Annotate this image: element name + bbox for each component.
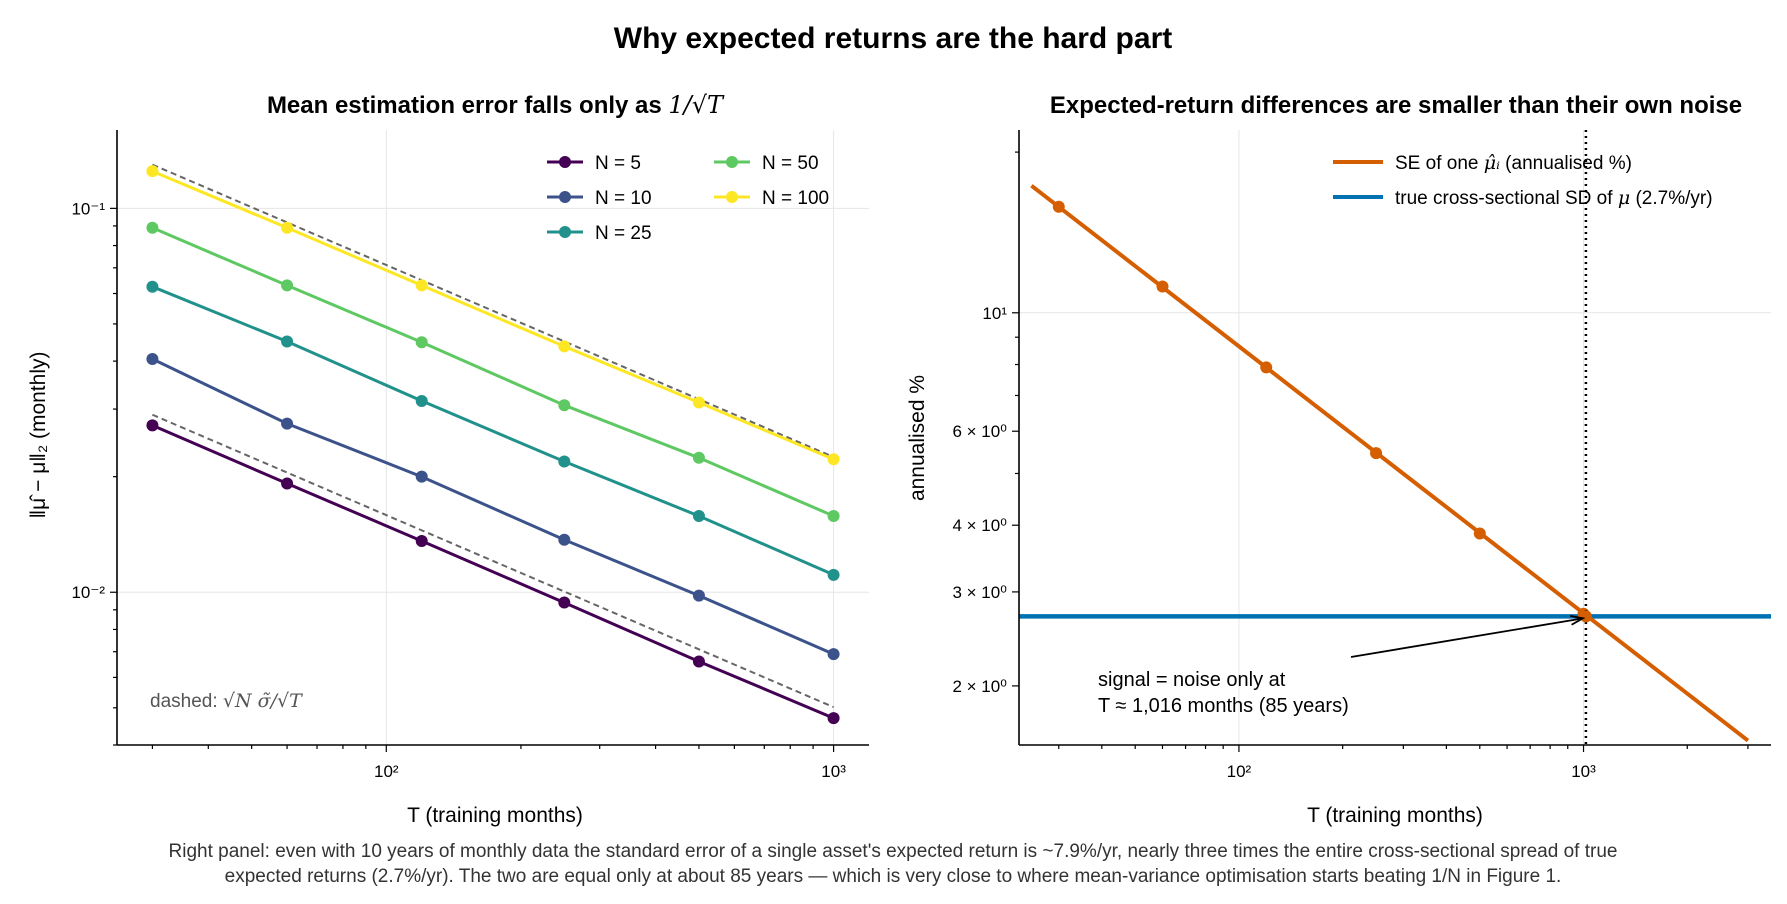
data-point [281, 279, 294, 292]
y-tick-label: 10¹ [982, 304, 1007, 323]
data-point [146, 280, 159, 293]
y-tick-label: 2 × 10⁰ [952, 677, 1007, 696]
legend-marker [559, 191, 571, 203]
data-point [415, 336, 428, 349]
left-y-axis-label: ‖μ̂ − μ‖₂ (monthly) [27, 352, 50, 519]
left-panel-title: Mean estimation error falls only as 1/√T [267, 91, 725, 119]
right-tick-labels: 10² 10³ 2 × 10⁰ 3 × 10⁰ 4 × 10⁰ 6 × 10⁰ 10¹ [952, 304, 1596, 781]
data-point [827, 712, 840, 725]
y-tick-label: 10⁻¹ [71, 199, 105, 218]
left-axes [110, 130, 869, 752]
data-point [146, 165, 159, 178]
data-point [415, 534, 428, 547]
right-y-axis-label: annualised % [906, 375, 929, 501]
data-point [146, 353, 159, 366]
data-point [692, 509, 705, 522]
x-tick-label: 10³ [821, 762, 846, 781]
right-panel: Expected-return differences are smaller … [906, 92, 1771, 827]
data-point [415, 470, 428, 483]
data-point [146, 221, 159, 234]
figure-title: Why expected returns are the hard part [614, 22, 1173, 55]
se-data-point [1052, 200, 1065, 213]
annotation-arrow-head [1569, 615, 1586, 626]
reference-dashed-line [152, 163, 834, 458]
left-series [146, 165, 840, 725]
left-dashed-note: dashed: √N σ̃/√T [150, 690, 303, 712]
data-point [692, 396, 705, 409]
legend-marker [726, 156, 738, 168]
series-line [151, 285, 835, 577]
se-data-point [1156, 280, 1169, 293]
legend-marker [559, 156, 571, 168]
data-point [827, 453, 840, 466]
x-tick-label: 10³ [1571, 762, 1596, 781]
data-point [692, 589, 705, 602]
x-tick-label: 10² [374, 762, 399, 781]
se-data-point [1370, 447, 1383, 460]
data-point [281, 477, 294, 490]
data-point [415, 394, 428, 407]
legend-label: N = 10 [595, 188, 652, 209]
right-axes [1012, 130, 1771, 752]
left-reference-lines [152, 163, 834, 709]
data-point [281, 417, 294, 430]
y-tick-label: 6 × 10⁰ [952, 422, 1007, 441]
right-x-axis-label: T (training months) [1307, 804, 1483, 827]
left-panel: Mean estimation error falls only as 1/√T… [27, 91, 869, 827]
data-point [558, 340, 571, 353]
right-panel-title: Expected-return differences are smaller … [1050, 92, 1742, 119]
legend-marker [726, 191, 738, 203]
left-legend: N = 5 N = 10 N = 25 N = 50 N = 100 [547, 153, 829, 244]
x-tick-label: 10² [1227, 762, 1252, 781]
data-point [827, 648, 840, 661]
data-point [692, 655, 705, 668]
se-data-point [1260, 361, 1273, 374]
data-point [281, 335, 294, 348]
data-point [558, 399, 571, 412]
data-point [281, 221, 294, 234]
series-line [151, 424, 835, 720]
data-point [558, 533, 571, 546]
legend-label: N = 50 [762, 153, 819, 174]
legend-label: N = 100 [762, 188, 829, 209]
series-line [151, 226, 835, 518]
data-point [827, 509, 840, 522]
data-point [827, 568, 840, 581]
reference-dashed-line [152, 413, 834, 709]
data-point [692, 451, 705, 464]
intersection-point [1579, 610, 1592, 623]
left-x-axis-label: T (training months) [407, 804, 583, 827]
series-line [151, 357, 835, 656]
y-tick-label: 10⁻² [71, 583, 105, 602]
legend-label: true cross-sectional SD of μ (2.7%/yr) [1395, 187, 1713, 209]
right-annotation-line1: signal = noise only at [1098, 669, 1286, 691]
left-tick-labels: 10² 10³ 10⁻² 10⁻¹ [71, 199, 846, 781]
legend-marker [559, 226, 571, 238]
right-annotation-line2: T ≈ 1,016 months (85 years) [1098, 695, 1349, 717]
legend-label: SE of one μ̂ᵢ (annualised %) [1395, 152, 1632, 174]
y-tick-label: 4 × 10⁰ [952, 516, 1007, 535]
left-grid [117, 130, 869, 745]
caption-line-2: expected returns (2.7%/yr). The two are … [225, 866, 1562, 887]
right-legend: SE of one μ̂ᵢ (annualised %) true cross-s… [1333, 152, 1713, 209]
y-tick-label: 3 × 10⁰ [952, 583, 1007, 602]
right-grid [1019, 130, 1771, 745]
data-point [558, 455, 571, 468]
data-point [146, 419, 159, 432]
data-point [415, 279, 428, 292]
data-point [558, 596, 571, 609]
caption-line-1: Right panel: even with 10 years of month… [169, 841, 1618, 862]
se-line [1030, 184, 1750, 743]
right-series [1019, 130, 1771, 745]
legend-label: N = 25 [595, 223, 652, 244]
series-line [151, 169, 835, 461]
annotation-arrow-shaft [1350, 617, 1584, 658]
se-data-point [1473, 527, 1486, 540]
legend-label: N = 5 [595, 153, 641, 174]
